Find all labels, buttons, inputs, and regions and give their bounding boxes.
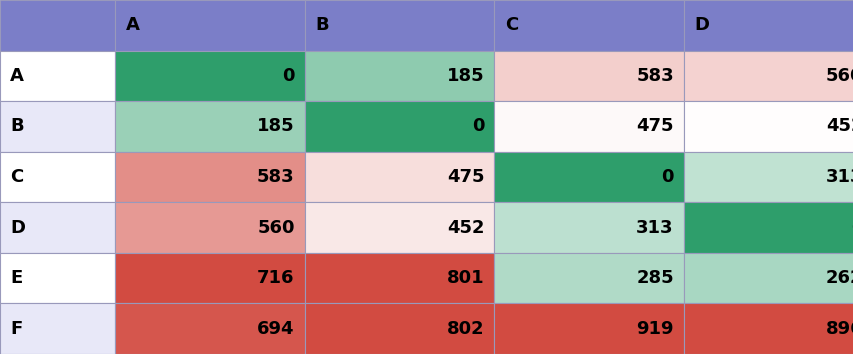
Text: 919: 919 — [635, 320, 673, 338]
Text: A: A — [10, 67, 24, 85]
Bar — [305, 101, 494, 152]
Text: 185: 185 — [446, 67, 484, 85]
Bar — [494, 101, 683, 152]
Bar — [0, 152, 115, 202]
Bar — [494, 51, 683, 101]
Bar — [494, 152, 683, 202]
Bar — [115, 253, 305, 303]
Text: C: C — [504, 16, 518, 34]
Text: 0: 0 — [471, 118, 484, 136]
Text: C: C — [10, 168, 24, 186]
Text: 0: 0 — [281, 67, 294, 85]
Text: 185: 185 — [257, 118, 294, 136]
Text: 0: 0 — [850, 218, 853, 236]
Text: 583: 583 — [635, 67, 673, 85]
Bar — [494, 0, 683, 51]
Bar — [115, 101, 305, 152]
Text: 583: 583 — [257, 168, 294, 186]
Bar — [0, 202, 115, 253]
Text: 802: 802 — [446, 320, 484, 338]
Text: F: F — [10, 320, 22, 338]
Bar — [305, 51, 494, 101]
Bar — [683, 202, 853, 253]
Bar — [683, 101, 853, 152]
Bar — [0, 0, 115, 51]
Text: 452: 452 — [446, 218, 484, 236]
Bar — [305, 303, 494, 354]
Bar — [115, 152, 305, 202]
Bar — [305, 202, 494, 253]
Bar — [0, 303, 115, 354]
Bar — [115, 51, 305, 101]
Bar — [305, 253, 494, 303]
Text: 694: 694 — [257, 320, 294, 338]
Bar — [494, 253, 683, 303]
Bar — [305, 152, 494, 202]
Bar — [115, 303, 305, 354]
Bar — [115, 0, 305, 51]
Text: D: D — [693, 16, 709, 34]
Text: 475: 475 — [446, 168, 484, 186]
Text: A: A — [125, 16, 139, 34]
Text: 560: 560 — [257, 218, 294, 236]
Bar — [115, 202, 305, 253]
Text: 313: 313 — [825, 168, 853, 186]
Bar — [0, 253, 115, 303]
Bar — [683, 0, 853, 51]
Text: B: B — [10, 118, 24, 136]
Text: 475: 475 — [635, 118, 673, 136]
Bar — [494, 303, 683, 354]
Text: 313: 313 — [635, 218, 673, 236]
Text: 262: 262 — [825, 269, 853, 287]
Text: E: E — [10, 269, 22, 287]
Bar — [0, 101, 115, 152]
Bar — [683, 51, 853, 101]
Text: 285: 285 — [635, 269, 673, 287]
Text: 560: 560 — [825, 67, 853, 85]
Bar — [305, 0, 494, 51]
Text: 716: 716 — [257, 269, 294, 287]
Text: 801: 801 — [446, 269, 484, 287]
Text: 0: 0 — [660, 168, 673, 186]
Text: D: D — [10, 218, 26, 236]
Bar — [0, 51, 115, 101]
Bar — [494, 202, 683, 253]
Text: B: B — [315, 16, 328, 34]
Bar — [683, 253, 853, 303]
Text: 896: 896 — [825, 320, 853, 338]
Bar — [683, 303, 853, 354]
Text: 452: 452 — [825, 118, 853, 136]
Bar — [683, 152, 853, 202]
